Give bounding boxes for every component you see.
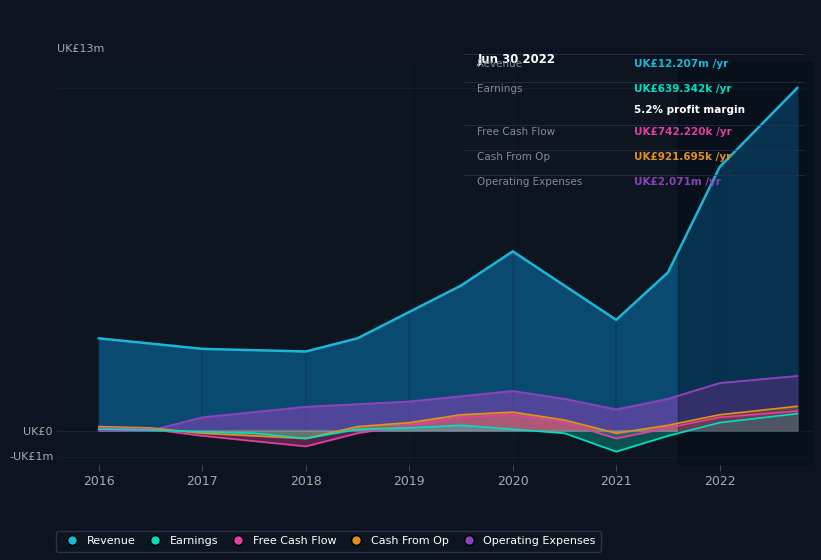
Text: UK£742.220k /yr: UK£742.220k /yr	[635, 127, 732, 137]
Text: 5.2% profit margin: 5.2% profit margin	[635, 105, 745, 115]
Text: Jun 30 2022: Jun 30 2022	[478, 53, 556, 66]
Text: UK£12.207m /yr: UK£12.207m /yr	[635, 59, 728, 69]
Text: Cash From Op: Cash From Op	[478, 152, 551, 162]
Text: -UK£1m: -UK£1m	[9, 452, 53, 462]
Text: UK£2.071m /yr: UK£2.071m /yr	[635, 177, 721, 187]
Text: UK£13m: UK£13m	[57, 44, 105, 54]
Text: Revenue: Revenue	[478, 59, 523, 69]
Text: Free Cash Flow: Free Cash Flow	[478, 127, 556, 137]
Text: UK£921.695k /yr: UK£921.695k /yr	[635, 152, 732, 162]
Legend: Revenue, Earnings, Free Cash Flow, Cash From Op, Operating Expenses: Revenue, Earnings, Free Cash Flow, Cash …	[56, 530, 601, 552]
Bar	[678, 62, 813, 465]
Text: UK£639.342k /yr: UK£639.342k /yr	[635, 84, 732, 94]
Text: Earnings: Earnings	[478, 84, 523, 94]
Text: Operating Expenses: Operating Expenses	[478, 177, 583, 187]
